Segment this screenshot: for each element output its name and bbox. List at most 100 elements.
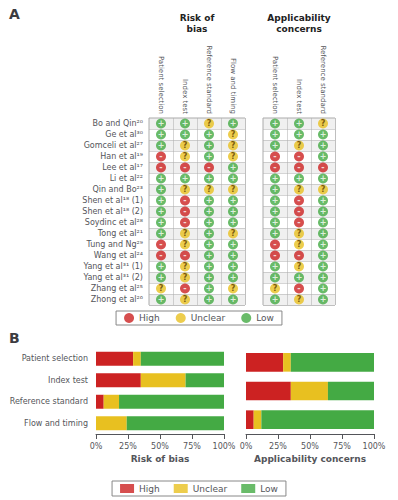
svg-text:+: +: [182, 130, 189, 139]
svg-text:+: +: [158, 119, 165, 128]
svg-text:-: -: [159, 152, 162, 161]
svg-text:75%: 75%: [333, 442, 351, 451]
svg-text:Reference standard: Reference standard: [319, 45, 327, 114]
svg-text:+: +: [230, 119, 237, 128]
svg-text:?: ?: [207, 185, 212, 194]
svg-text:+: +: [320, 251, 327, 260]
svg-text:?: ?: [183, 262, 188, 271]
svg-text:+: +: [158, 141, 165, 150]
svg-text:Low: Low: [256, 313, 274, 323]
svg-text:+: +: [158, 218, 165, 227]
svg-text:+: +: [206, 207, 213, 216]
svg-text:+: +: [272, 141, 279, 150]
svg-text:Index test: Index test: [181, 79, 189, 114]
svg-text:+: +: [320, 218, 327, 227]
svg-text:?: ?: [273, 284, 278, 293]
svg-text:+: +: [158, 295, 165, 304]
svg-text:+: +: [230, 240, 237, 249]
svg-text:-: -: [207, 163, 210, 172]
svg-text:Shen et al¹⁸ (1): Shen et al¹⁸ (1): [82, 196, 143, 205]
svg-text:100%: 100%: [213, 442, 236, 451]
svg-text:-: -: [183, 284, 186, 293]
svg-text:-: -: [159, 240, 162, 249]
svg-text:25%: 25%: [269, 442, 287, 451]
svg-text:+: +: [296, 174, 303, 183]
svg-text:Reference standard: Reference standard: [10, 397, 88, 406]
svg-text:Li et al²²: Li et al²²: [110, 174, 143, 183]
svg-text:Gomceli et al²⁷: Gomceli et al²⁷: [84, 141, 143, 150]
svg-text:Wang et al²⁴: Wang et al²⁴: [94, 251, 143, 260]
svg-text:-: -: [159, 163, 162, 172]
svg-text:High: High: [139, 313, 160, 323]
svg-text:+: +: [230, 163, 237, 172]
svg-text:+: +: [320, 262, 327, 271]
svg-text:+: +: [206, 295, 213, 304]
svg-text:+: +: [272, 262, 279, 271]
svg-text:100%: 100%: [363, 442, 386, 451]
svg-text:-: -: [297, 284, 300, 293]
svg-text:+: +: [272, 130, 279, 139]
svg-text:-: -: [297, 196, 300, 205]
svg-text:Yang et al³¹ (2): Yang et al³¹ (2): [83, 273, 143, 282]
svg-text:+: +: [230, 196, 237, 205]
svg-text:?: ?: [297, 141, 302, 150]
svg-text:-: -: [321, 163, 324, 172]
svg-text:?: ?: [231, 229, 236, 238]
svg-text:+: +: [320, 273, 327, 282]
svg-text:Tong et al²¹: Tong et al²¹: [97, 229, 143, 238]
svg-text:+: +: [206, 218, 213, 227]
svg-text:+: +: [320, 240, 327, 249]
svg-text:+: +: [206, 240, 213, 249]
svg-text:Qin and Bo²³: Qin and Bo²³: [92, 185, 143, 194]
svg-text:+: +: [320, 141, 327, 150]
svg-text:?: ?: [183, 185, 188, 194]
svg-text:+: +: [272, 174, 279, 183]
svg-text:+: +: [296, 273, 303, 282]
svg-text:Zhong et al²⁶: Zhong et al²⁶: [91, 295, 143, 304]
svg-text:Soydinc et al²⁸: Soydinc et al²⁸: [85, 218, 143, 227]
svg-text:-: -: [183, 251, 186, 260]
svg-text:Tung and Ng²⁹: Tung and Ng²⁹: [85, 240, 143, 249]
svg-text:Han et al¹⁹: Han et al¹⁹: [100, 152, 143, 161]
svg-text:?: ?: [231, 185, 236, 194]
svg-text:+: +: [320, 207, 327, 216]
svg-text:-: -: [183, 196, 186, 205]
svg-text:+: +: [158, 229, 165, 238]
svg-text:+: +: [158, 130, 165, 139]
svg-text:Unclear: Unclear: [191, 313, 226, 323]
svg-text:Unclear: Unclear: [193, 484, 228, 494]
svg-text:-: -: [297, 163, 300, 172]
svg-text:+: +: [206, 174, 213, 183]
svg-text:-: -: [273, 163, 276, 172]
svg-text:Patient selection: Patient selection: [157, 56, 165, 114]
svg-text:+: +: [158, 273, 165, 282]
svg-text:75%: 75%: [183, 442, 201, 451]
svg-text:Shen et al¹⁸ (2): Shen et al¹⁸ (2): [82, 207, 143, 216]
svg-text:Applicability: Applicability: [267, 13, 330, 23]
svg-text:Ge et al³⁰: Ge et al³⁰: [105, 130, 143, 139]
svg-text:?: ?: [231, 284, 236, 293]
svg-text:+: +: [206, 273, 213, 282]
svg-text:+: +: [158, 196, 165, 205]
svg-text:-: -: [159, 251, 162, 260]
svg-text:+: +: [206, 284, 213, 293]
svg-text:Index test: Index test: [48, 376, 88, 385]
svg-text:+: +: [158, 262, 165, 271]
svg-text:-: -: [273, 251, 276, 260]
svg-text:?: ?: [231, 141, 236, 150]
svg-text:-: -: [273, 240, 276, 249]
svg-text:+: +: [230, 207, 237, 216]
svg-text:0%: 0%: [240, 442, 253, 451]
svg-text:A: A: [9, 6, 20, 22]
svg-text:-: -: [297, 207, 300, 216]
svg-text:?: ?: [231, 130, 236, 139]
svg-text:+: +: [206, 262, 213, 271]
svg-text:+: +: [272, 295, 279, 304]
svg-text:+: +: [206, 130, 213, 139]
svg-text:+: +: [272, 119, 279, 128]
svg-text:+: +: [320, 174, 327, 183]
svg-text:?: ?: [297, 262, 302, 271]
svg-text:?: ?: [183, 152, 188, 161]
svg-text:50%: 50%: [151, 442, 169, 451]
svg-text:Zhang et al²⁵: Zhang et al²⁵: [91, 284, 143, 293]
